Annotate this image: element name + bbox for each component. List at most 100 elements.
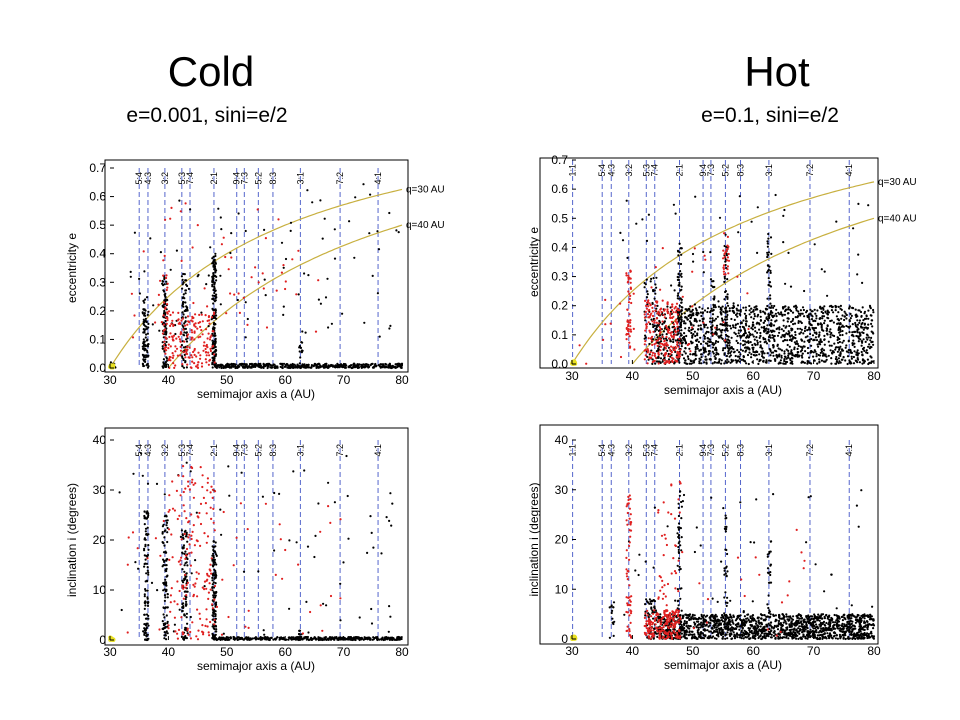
q-curve-label: q=30 AU bbox=[878, 177, 917, 188]
resonance-label: 2:1 bbox=[209, 172, 219, 185]
particle bbox=[271, 366, 274, 369]
particle bbox=[193, 330, 196, 333]
particle bbox=[864, 340, 867, 343]
y-tick-label: 0.6 bbox=[89, 190, 106, 204]
particle bbox=[751, 321, 755, 324]
particle bbox=[726, 278, 729, 281]
particle bbox=[655, 317, 659, 320]
particle bbox=[759, 340, 762, 343]
particle bbox=[109, 361, 112, 364]
particle bbox=[686, 355, 690, 358]
particle bbox=[672, 315, 675, 318]
particle bbox=[172, 354, 175, 357]
particle bbox=[334, 366, 337, 369]
particle bbox=[193, 338, 196, 341]
particle bbox=[163, 350, 166, 353]
resonance-label: 7:4 bbox=[650, 444, 660, 457]
particle bbox=[714, 306, 717, 309]
particle bbox=[286, 363, 289, 366]
y-tick-label: 0.7 bbox=[89, 161, 106, 175]
particle bbox=[164, 333, 168, 336]
particle bbox=[786, 333, 789, 336]
particle bbox=[195, 511, 198, 514]
particle bbox=[173, 616, 176, 619]
particle bbox=[759, 625, 762, 628]
particle bbox=[176, 580, 179, 583]
particle bbox=[743, 312, 747, 315]
particle bbox=[207, 332, 210, 335]
particle bbox=[729, 361, 732, 364]
particle bbox=[619, 355, 623, 359]
particle bbox=[725, 250, 728, 253]
particle bbox=[179, 494, 182, 497]
particle bbox=[177, 474, 180, 477]
particle bbox=[169, 601, 172, 604]
particle bbox=[182, 366, 186, 369]
particle bbox=[835, 346, 838, 349]
particle bbox=[147, 310, 150, 313]
particle bbox=[187, 333, 190, 336]
particle bbox=[846, 362, 849, 366]
particle bbox=[147, 544, 150, 547]
particle bbox=[722, 270, 726, 273]
particle bbox=[154, 321, 157, 324]
particle bbox=[766, 308, 769, 311]
particle bbox=[792, 615, 795, 618]
particle bbox=[228, 494, 231, 497]
particle bbox=[742, 355, 745, 358]
particle bbox=[602, 338, 605, 341]
particle bbox=[246, 528, 249, 531]
particle bbox=[676, 343, 679, 346]
particle bbox=[143, 514, 146, 518]
particle bbox=[814, 350, 817, 353]
particle bbox=[346, 494, 349, 498]
particle bbox=[629, 281, 632, 284]
particle bbox=[621, 239, 625, 242]
particle bbox=[775, 354, 778, 357]
particle bbox=[207, 363, 210, 366]
particle bbox=[185, 531, 188, 534]
particle bbox=[143, 538, 146, 541]
particle bbox=[213, 598, 216, 601]
particle bbox=[694, 346, 697, 349]
particle bbox=[165, 567, 168, 571]
particle bbox=[835, 315, 839, 318]
particle bbox=[127, 536, 130, 539]
particle bbox=[690, 331, 693, 335]
particle bbox=[209, 491, 212, 494]
particle bbox=[164, 336, 167, 339]
particle bbox=[211, 625, 214, 628]
resonance-label: 5:2 bbox=[720, 444, 730, 457]
particle bbox=[264, 237, 267, 240]
resonance-label: 7:3 bbox=[706, 164, 716, 177]
particle bbox=[207, 315, 210, 319]
particle bbox=[648, 353, 651, 356]
particle bbox=[230, 256, 233, 259]
particle bbox=[754, 330, 757, 333]
particle bbox=[628, 292, 631, 295]
series-yellow-particles bbox=[108, 635, 116, 642]
x-tick-label: 60 bbox=[279, 373, 293, 387]
particle bbox=[181, 278, 184, 281]
particle bbox=[314, 330, 318, 333]
particle bbox=[866, 358, 870, 361]
particle bbox=[823, 338, 826, 341]
particle bbox=[368, 232, 371, 235]
particle bbox=[680, 298, 683, 301]
particle bbox=[227, 465, 230, 468]
particle bbox=[628, 341, 631, 344]
particle bbox=[650, 312, 653, 315]
particle bbox=[143, 340, 146, 343]
particle bbox=[650, 277, 653, 280]
particle bbox=[711, 350, 714, 353]
particle bbox=[835, 358, 839, 361]
particle bbox=[207, 597, 210, 601]
particle bbox=[143, 593, 146, 596]
particle bbox=[144, 624, 148, 627]
particle bbox=[202, 496, 205, 499]
particle bbox=[208, 354, 211, 357]
particle bbox=[676, 325, 679, 328]
particle bbox=[816, 362, 819, 365]
particle bbox=[722, 257, 725, 260]
particle bbox=[369, 193, 372, 196]
